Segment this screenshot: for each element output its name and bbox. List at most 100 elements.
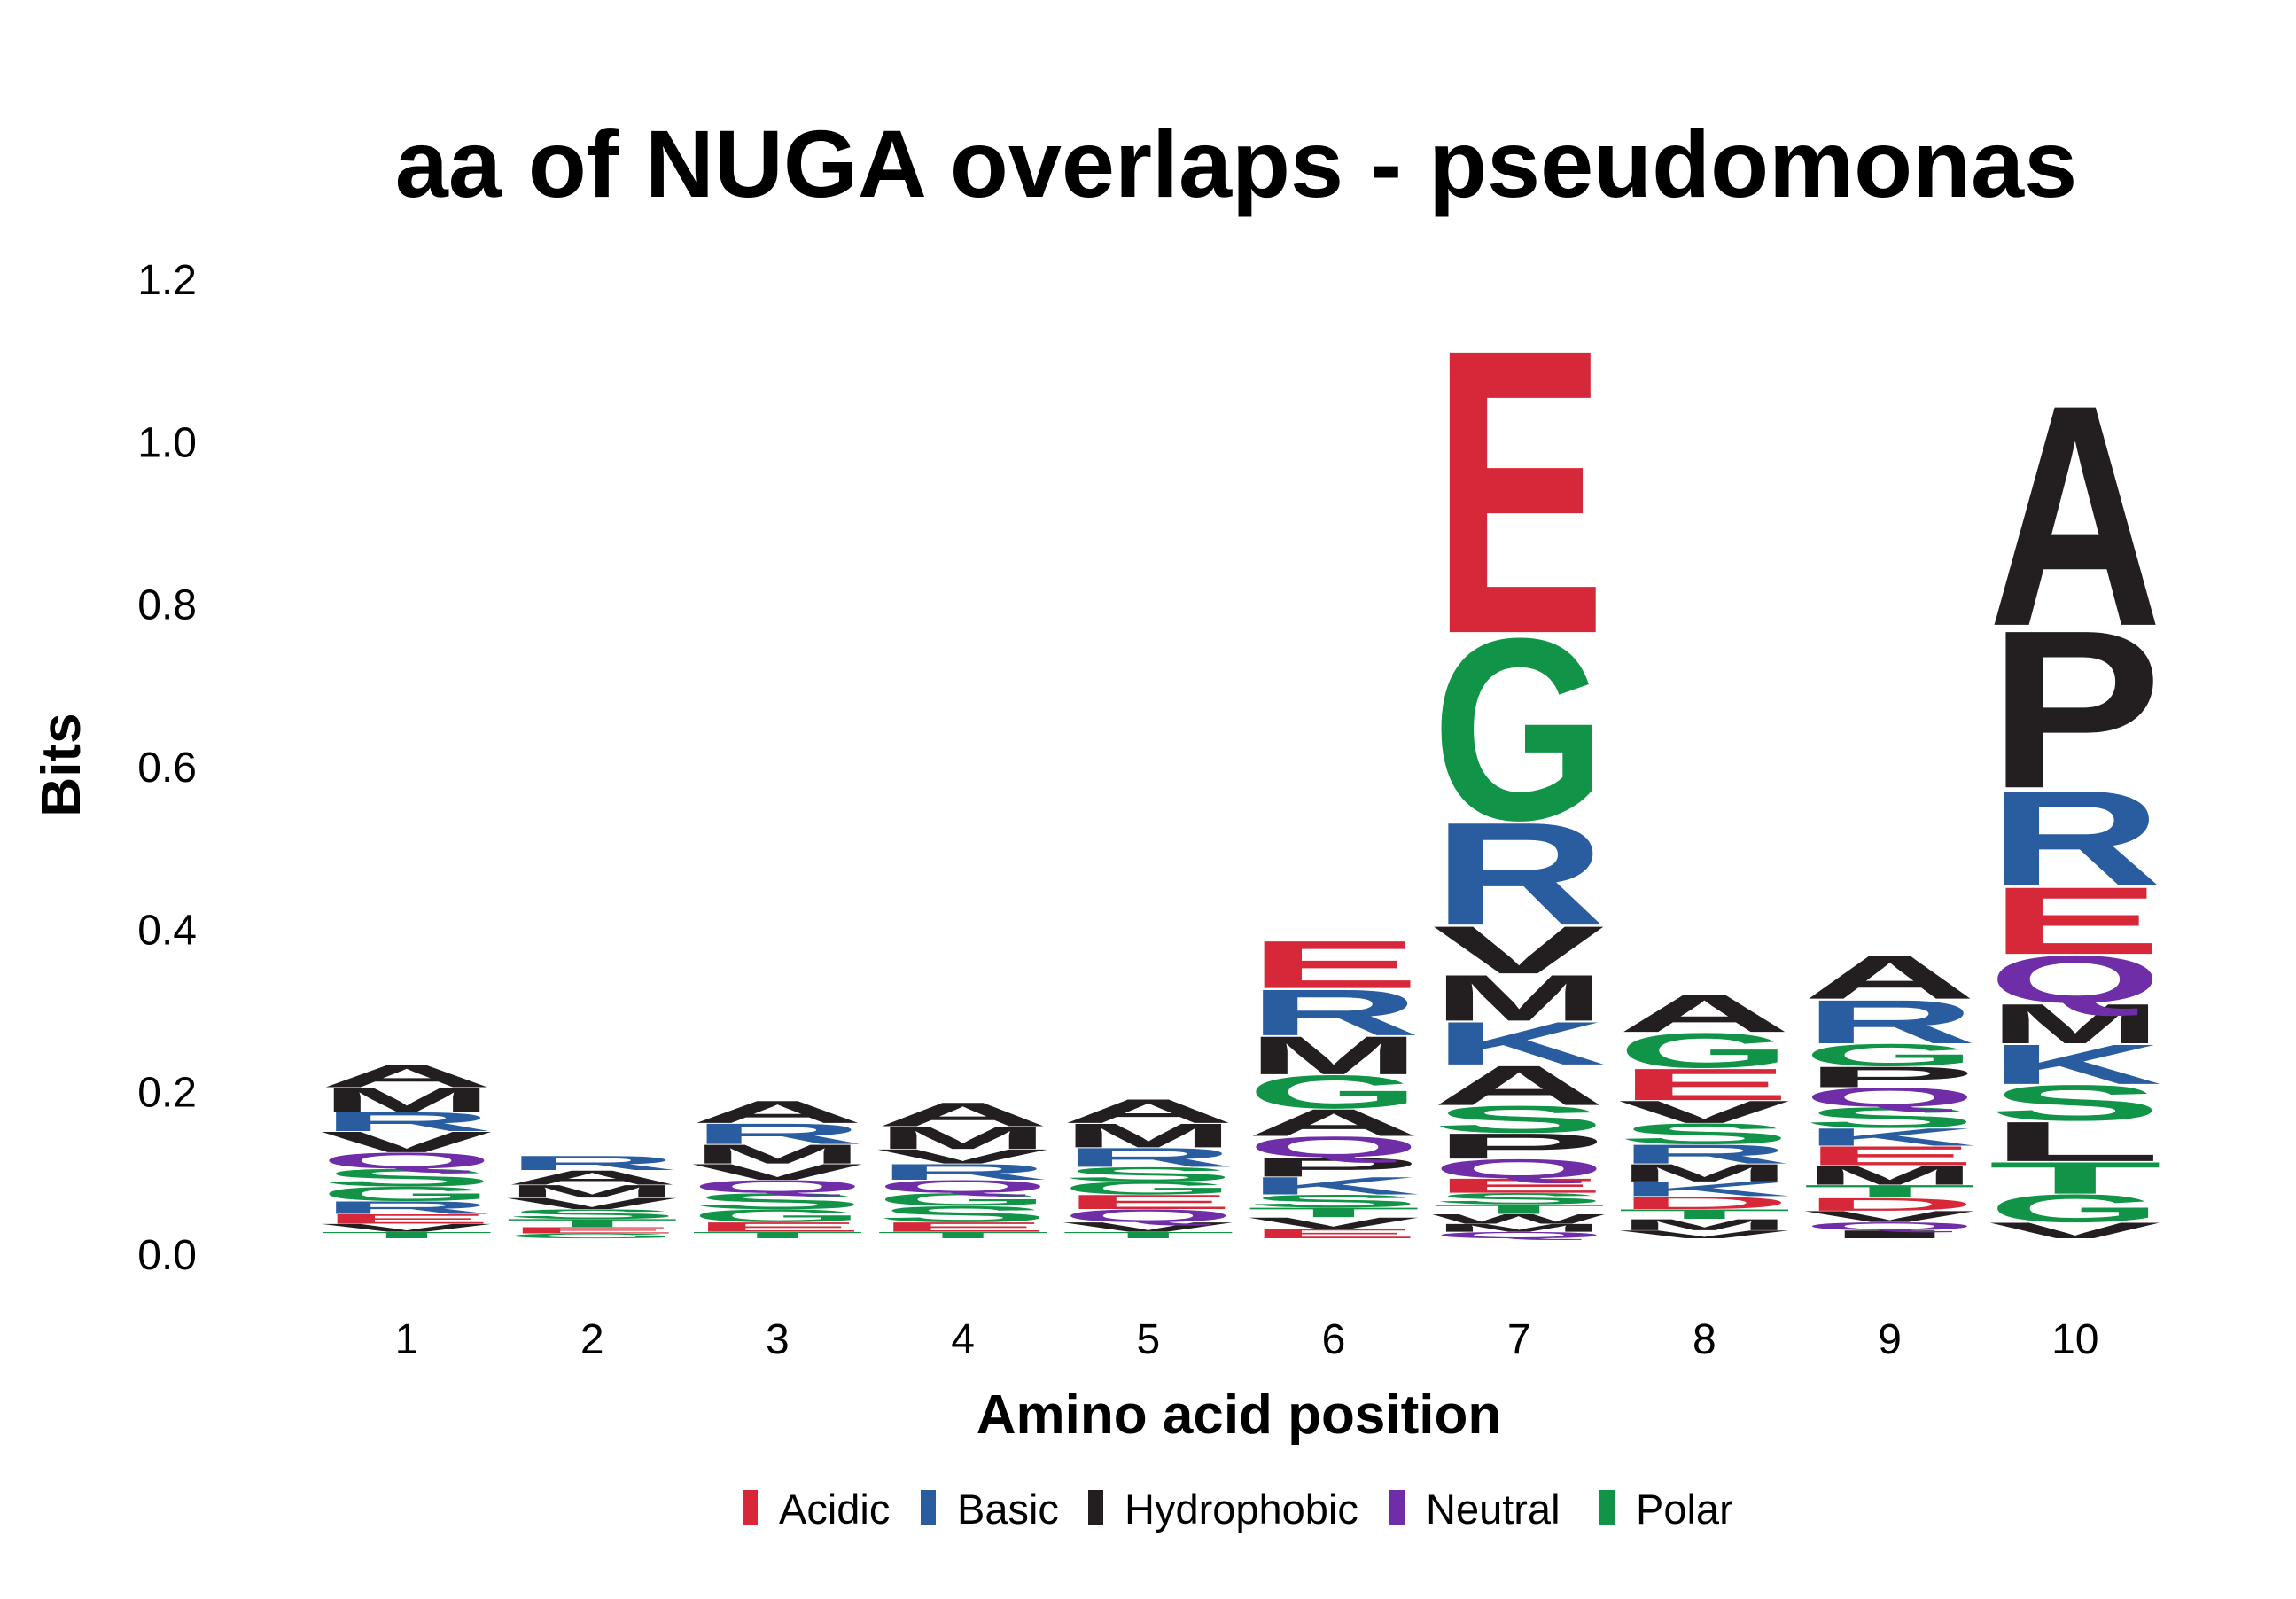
logo-letter: D	[1803, 1194, 1977, 1214]
logo-letter: R	[1617, 1139, 1791, 1169]
logo-letter: K	[1617, 1178, 1791, 1201]
logo-letter: P	[1247, 1152, 1420, 1182]
logo-letter: S	[1432, 1190, 1606, 1207]
logo-letter: M	[690, 1139, 864, 1169]
logo-letter: W	[1432, 1212, 1605, 1227]
logo-letter: L	[1989, 1111, 2162, 1174]
logo-letter: V	[1247, 1214, 1420, 1232]
logo-letter: G	[1062, 1178, 1235, 1198]
logo-letter: V	[320, 1126, 493, 1158]
x-tick-label: 2	[580, 1316, 604, 1363]
logo-letter: R	[505, 1151, 679, 1174]
logo-letter: V	[320, 1221, 493, 1234]
x-tick-label: 5	[1136, 1316, 1160, 1363]
logo-letter: T	[505, 1217, 679, 1229]
logo-letter: S	[1803, 1102, 1977, 1135]
legend-label: Basic	[957, 1486, 1059, 1533]
logo-letter: A	[690, 1095, 864, 1130]
legend-label: Acidic	[779, 1486, 890, 1533]
logo-letter: R	[1062, 1143, 1235, 1173]
logo-letter: S	[320, 1164, 494, 1191]
logo-letter: E	[1062, 1190, 1235, 1213]
logo-letter: M	[1617, 1216, 1791, 1234]
logo-letter: G	[876, 1190, 1050, 1210]
logo-letter: Q	[690, 1176, 864, 1197]
logo-letter: V	[690, 1159, 863, 1184]
logo-letter: M	[1803, 1160, 1977, 1190]
logo-letter: Q	[1432, 1154, 1606, 1184]
logo-letter: T	[320, 1230, 494, 1240]
logo-letter: V	[1989, 1218, 2161, 1243]
logo-letter: M	[1617, 1159, 1791, 1187]
logo-letter: V	[1803, 1207, 1976, 1225]
legend-swatch	[1599, 1490, 1615, 1525]
logo-letter: E	[876, 1220, 1050, 1235]
logo-letter: R	[1432, 792, 1606, 956]
y-tick-label: 1.0	[137, 419, 197, 466]
legend-swatch	[1088, 1490, 1103, 1525]
logo-letter: K	[1247, 1172, 1420, 1199]
x-tick-label: 7	[1507, 1316, 1531, 1363]
x-axis-ticks: 1 2 3 4 5 6 7 8 9 10	[395, 1316, 2099, 1363]
logo-letter: M	[1432, 961, 1606, 1034]
legend-swatch	[921, 1490, 936, 1525]
logo-letter: A	[1989, 339, 2162, 692]
logo-letter: M	[1432, 1221, 1606, 1234]
logo-letter: G	[690, 1205, 864, 1226]
logo-letter: T	[1617, 1206, 1791, 1221]
logo-letter: V	[1432, 912, 1605, 987]
logo-stacks: TVERGSQVRMAGETSVMARTEGSQVMRATESGQRVMATVQ…	[320, 264, 2162, 1244]
logo-letter: A	[1617, 983, 1791, 1043]
logo-letter: G	[320, 1182, 494, 1205]
y-axis-label: Bits	[31, 713, 92, 816]
x-tick-label: 6	[1322, 1316, 1346, 1363]
x-tick-label: 8	[1693, 1316, 1716, 1363]
logo-letter: S	[1432, 1098, 1606, 1141]
x-tick-label: 4	[951, 1316, 975, 1363]
logo-letter: E	[1617, 1059, 1791, 1110]
y-tick-label: 0.2	[137, 1070, 197, 1117]
logo-letter: K	[1989, 1033, 2162, 1096]
x-tick-label: 9	[1878, 1316, 1902, 1363]
logo-letter: R	[1989, 762, 2162, 914]
logo-letter: T	[1989, 1152, 2162, 1203]
logo-letter: K	[1803, 1123, 1977, 1150]
logo-letter: V	[505, 1195, 678, 1213]
logo-letter: E	[320, 1212, 494, 1227]
logo-letter: G	[1989, 1187, 2162, 1231]
logo-letter: A	[1247, 1102, 1420, 1144]
x-tick-label: 10	[2051, 1316, 2098, 1363]
logo-letter: T	[1803, 1182, 1977, 1202]
logo-letter: Q	[1803, 1220, 1977, 1232]
legend-swatch	[1389, 1490, 1405, 1525]
logo-letter: Q	[1432, 1230, 1606, 1240]
logo-letter: E	[1247, 1226, 1420, 1241]
logo-letter: T	[876, 1230, 1050, 1240]
x-axis-label: Amino acid position	[977, 1384, 1501, 1446]
x-tick-label: 1	[395, 1316, 419, 1363]
logo-letter: M	[1989, 992, 2162, 1055]
y-tick-label: 0.0	[137, 1232, 197, 1279]
logo-letter: E	[1432, 1174, 1606, 1197]
x-tick-label: 3	[766, 1316, 790, 1363]
logo-letter: A	[1432, 1054, 1606, 1117]
logo-letter: R	[876, 1159, 1050, 1184]
logo-letter: P	[1989, 584, 2162, 836]
logo-letter: T	[1062, 1230, 1235, 1240]
logo-letter: G	[1803, 1038, 1977, 1073]
y-axis-ticks: 0.0 0.2 0.4 0.6 0.8 1.0 1.2	[137, 257, 197, 1279]
logo-letter: A	[320, 1058, 494, 1094]
logo-letter: P	[1803, 1061, 1977, 1094]
logo-letter: V	[1617, 1095, 1790, 1130]
logo-letter: A	[1062, 1093, 1235, 1131]
logo-letter: M	[1062, 1117, 1235, 1155]
legend-swatch	[743, 1490, 758, 1525]
logo-letter: R	[1803, 987, 1977, 1057]
